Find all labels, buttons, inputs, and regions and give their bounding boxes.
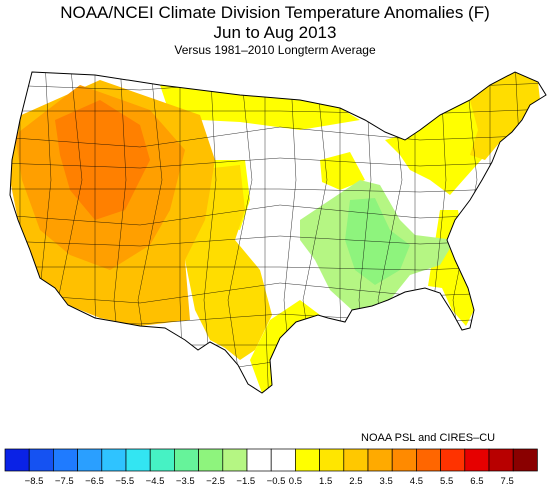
legend-swatch xyxy=(295,448,320,472)
division-boundary xyxy=(10,282,546,304)
legend-swatch xyxy=(270,448,296,472)
legend-swatch xyxy=(464,448,490,472)
new-england-region xyxy=(470,72,540,160)
legend-swatch xyxy=(343,448,369,472)
map-title: NOAA/NCEI Climate Division Temperature A… xyxy=(60,3,490,22)
great-lakes-region xyxy=(320,152,365,190)
legend-tick-label: 3.5 xyxy=(380,476,393,487)
legend-tick-label: 6.5 xyxy=(470,476,483,487)
legend-swatch xyxy=(512,448,538,472)
legend-tick-label: 7.5 xyxy=(501,476,514,487)
legend-tick-label: −0.5 xyxy=(267,476,286,487)
legend-swatch xyxy=(391,448,417,472)
color-legend: −8.5 −7.5 −6.5 −5.5 −4.5 −3.5 −2.5 −1.5 −0.5 0.5 1… xyxy=(4,448,538,487)
legend-swatch xyxy=(367,448,393,472)
division-boundary xyxy=(227,72,253,393)
legend-swatch xyxy=(246,448,272,472)
legend-swatch xyxy=(440,448,466,472)
map-period: Jun to Aug 2013 xyxy=(213,23,337,42)
us-anomaly-map xyxy=(9,71,547,394)
legend-swatch xyxy=(488,448,514,472)
division-boundary xyxy=(10,157,546,169)
northern-plains-region xyxy=(160,85,360,130)
legend-swatch xyxy=(4,448,30,472)
legend-tick-label: −6.5 xyxy=(85,476,104,487)
legend-swatch xyxy=(101,448,127,472)
legend-tick-label: 4.5 xyxy=(410,476,423,487)
map-subtitle: Versus 1981–2010 Longterm Average xyxy=(174,43,376,57)
legend-swatch xyxy=(149,448,175,472)
legend-tick-label: 1.5 xyxy=(319,476,332,487)
legend-swatch xyxy=(174,448,199,472)
division-boundary xyxy=(10,391,546,393)
legend-tick-label: 2.5 xyxy=(349,476,362,487)
legend-swatch xyxy=(28,448,54,472)
division-boundary xyxy=(10,108,546,115)
division-boundary xyxy=(10,126,546,148)
division-boundary xyxy=(10,360,546,382)
legend-swatch xyxy=(198,448,224,472)
legend-tick-label: −2.5 xyxy=(206,476,225,487)
division-boundary xyxy=(264,72,270,393)
texas-southern-plains-region xyxy=(185,165,272,360)
legend-tick-label: −4.5 xyxy=(146,476,165,487)
legend-swatch xyxy=(222,448,248,472)
legend-tick-label: −7.5 xyxy=(55,476,74,487)
credit-label: NOAA PSL and CIRES–CU xyxy=(361,432,496,444)
legend-tick-label: 5.5 xyxy=(440,476,453,487)
legend-swatch xyxy=(53,448,78,472)
legend-swatch xyxy=(416,448,441,472)
legend-tick-label: −1.5 xyxy=(236,476,255,487)
legend-swatch xyxy=(319,448,345,472)
legend-swatch xyxy=(125,448,151,472)
legend-swatch xyxy=(77,448,103,472)
legend-tick-label: −5.5 xyxy=(115,476,134,487)
legend-tick-label: 0.5 xyxy=(289,476,302,487)
legend-tick-label: −8.5 xyxy=(25,476,44,487)
legend-tick-label: −3.5 xyxy=(176,476,195,487)
division-boundary xyxy=(10,186,546,193)
great-basin-region xyxy=(55,100,150,220)
